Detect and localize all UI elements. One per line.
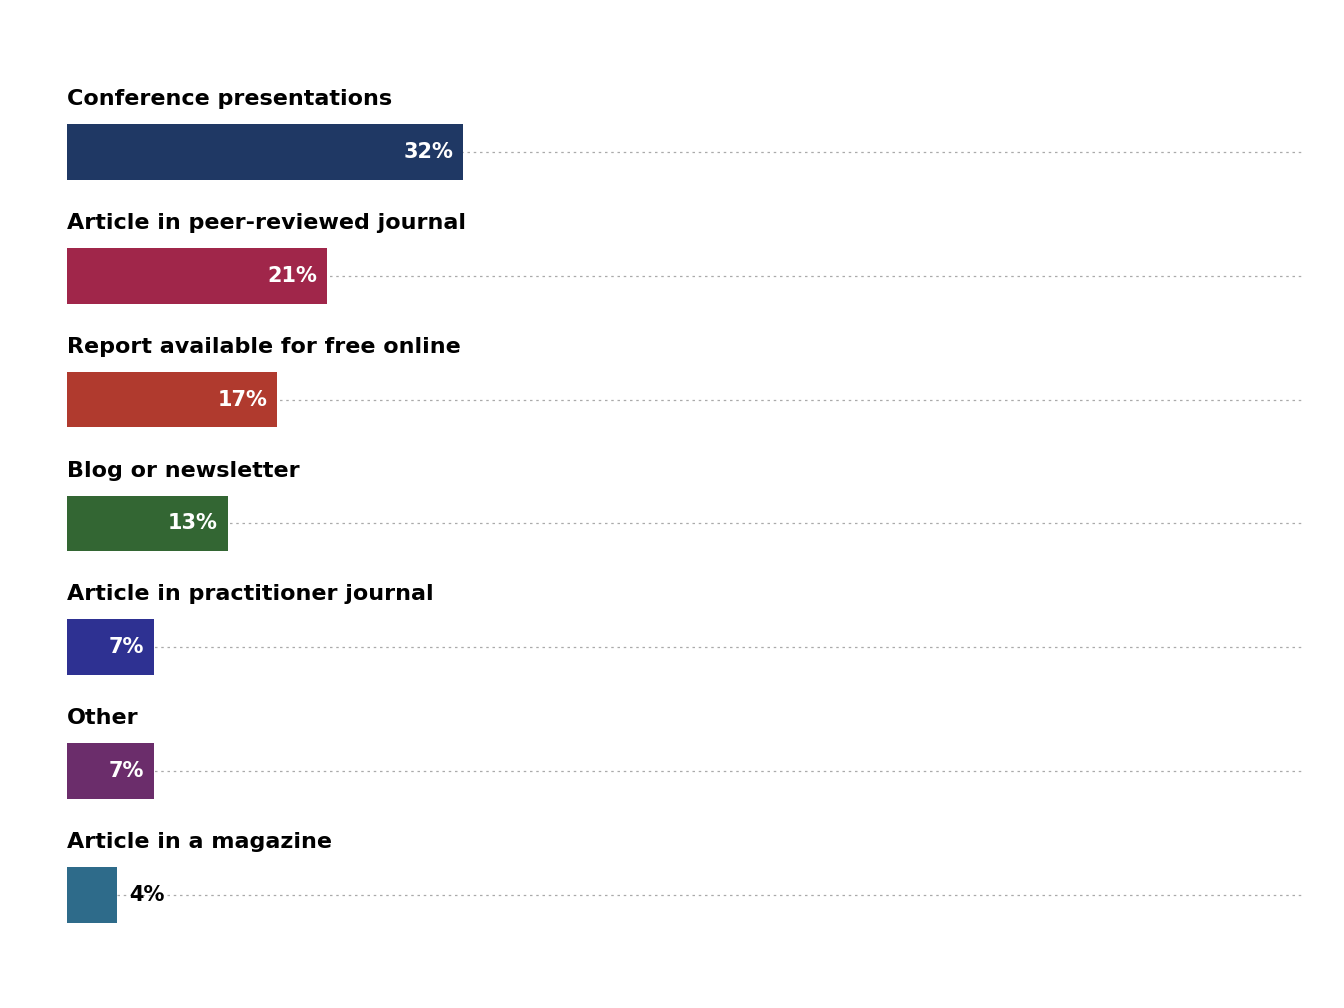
Text: Other: Other <box>67 709 138 729</box>
Text: 7%: 7% <box>109 761 144 781</box>
Bar <box>67 496 228 551</box>
Text: 4%: 4% <box>129 885 164 905</box>
Text: 32%: 32% <box>403 142 453 162</box>
Text: Conference presentations: Conference presentations <box>67 89 392 109</box>
Bar <box>67 619 153 675</box>
Text: Article in practitioner journal: Article in practitioner journal <box>67 585 434 605</box>
Text: Article in a magazine: Article in a magazine <box>67 833 332 852</box>
Text: 13%: 13% <box>168 513 218 533</box>
Text: Blog or newsletter: Blog or newsletter <box>67 461 300 481</box>
Bar <box>67 248 327 303</box>
Text: Article in peer-reviewed journal: Article in peer-reviewed journal <box>67 213 466 233</box>
Bar <box>67 372 277 427</box>
Bar <box>67 124 462 179</box>
Bar <box>67 867 117 922</box>
Text: Report available for free online: Report available for free online <box>67 337 461 357</box>
Text: 17%: 17% <box>218 389 267 409</box>
Text: 21%: 21% <box>267 266 317 285</box>
Bar <box>67 743 153 799</box>
Text: 7%: 7% <box>109 637 144 657</box>
